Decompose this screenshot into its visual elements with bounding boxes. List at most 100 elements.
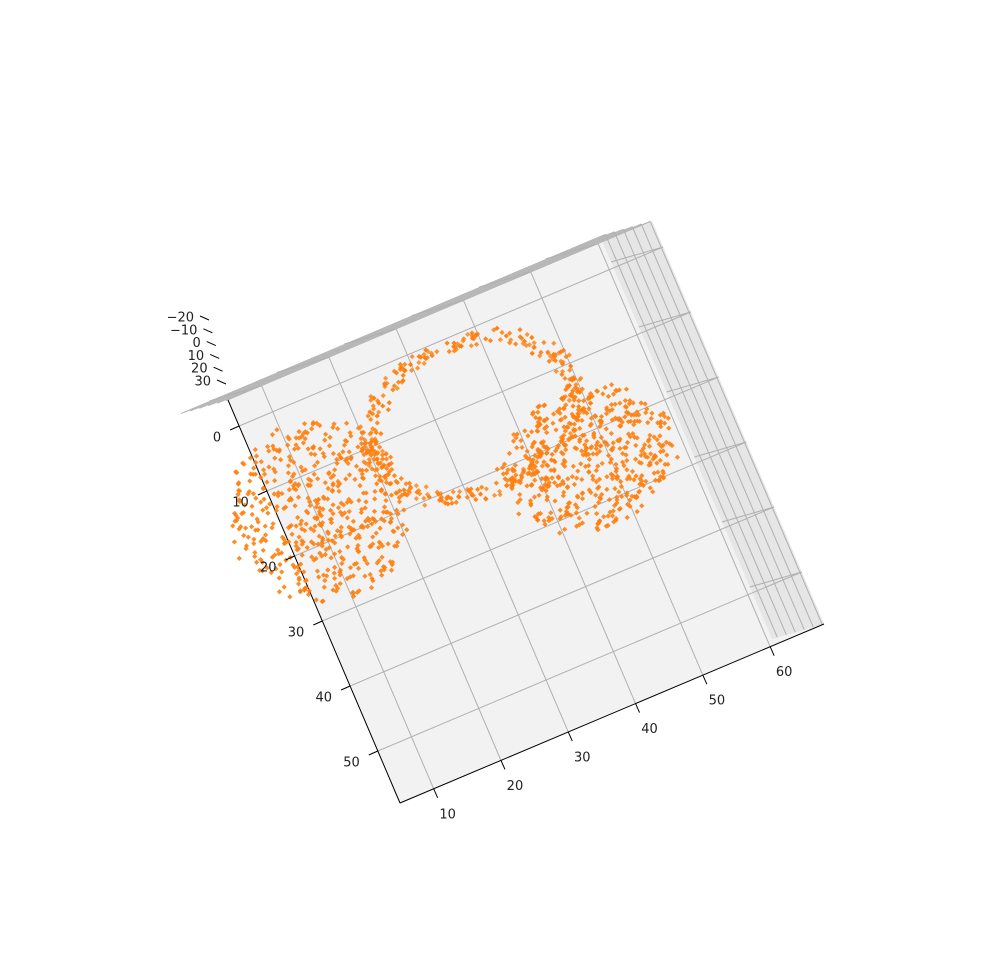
- scatter-point: [281, 540, 287, 547]
- scatter-point: [434, 489, 440, 495]
- scatter-point: [597, 518, 603, 524]
- scatter-point: [391, 473, 398, 479]
- scatter-point: [631, 421, 637, 428]
- scatter-point: [281, 584, 287, 590]
- scatter-point: [401, 487, 407, 493]
- grid-y-side: [749, 571, 802, 588]
- scatter-point: [617, 400, 623, 406]
- scatter-point: [251, 536, 257, 542]
- scatter-point: [279, 569, 285, 575]
- scatter-point: [593, 492, 599, 498]
- scatter-point: [325, 496, 331, 502]
- scatter-point: [506, 450, 513, 457]
- scatter-point: [608, 456, 614, 462]
- scatter-point: [358, 509, 364, 516]
- scatter-point: [368, 585, 375, 591]
- scatter-point: [306, 588, 312, 594]
- scatter-point: [305, 495, 311, 501]
- scatter-point: [302, 586, 308, 592]
- scatter-point: [573, 523, 580, 529]
- scatter-point: [257, 567, 263, 574]
- scatter-point: [291, 485, 297, 492]
- scatter-point: [605, 393, 612, 399]
- scatter-point: [346, 524, 352, 530]
- scatter-point: [565, 424, 571, 431]
- scatter-point: [338, 534, 345, 540]
- scatter-point: [340, 556, 347, 562]
- scatter-point: [517, 334, 523, 340]
- scatter-point: [287, 457, 294, 463]
- scatter-point: [372, 496, 378, 502]
- scatter-point: [334, 460, 340, 467]
- z-tick-mark: [209, 353, 220, 359]
- scatter-point: [260, 507, 266, 513]
- scatter-point: [574, 505, 580, 511]
- scatter-point: [557, 410, 563, 416]
- scatter-point: [399, 522, 406, 528]
- scatter-point: [247, 455, 254, 461]
- scatter-point: [364, 560, 370, 567]
- grid-z-side: [631, 226, 805, 630]
- scatter-point: [383, 465, 390, 471]
- scatter-point: [591, 432, 597, 438]
- y-tick-label: 10: [232, 496, 249, 511]
- scatter-point: [379, 543, 386, 549]
- scatter-point: [605, 513, 611, 519]
- y-tick-label: 30: [288, 626, 305, 641]
- scatter-point: [536, 492, 542, 498]
- scatter-point: [634, 409, 640, 415]
- scatter-point: [372, 488, 378, 495]
- scatter-point: [511, 432, 517, 438]
- scatter-point: [311, 557, 317, 563]
- scatter-point: [562, 428, 569, 434]
- scatter-point: [592, 503, 598, 510]
- scatter-point: [565, 384, 571, 390]
- scatter-point: [560, 493, 566, 499]
- scatter-point: [389, 561, 395, 568]
- scatter-point: [366, 463, 372, 469]
- scatter-point: [539, 440, 545, 446]
- scatter-point: [648, 451, 654, 457]
- scatter-point: [361, 459, 367, 465]
- scatter-point: [275, 490, 281, 496]
- scatter-point: [312, 523, 318, 529]
- scatter-point: [370, 534, 376, 540]
- scatter-point: [249, 511, 255, 518]
- scatter-point: [638, 452, 644, 458]
- scatter-point: [568, 435, 574, 441]
- scatter-point: [320, 494, 327, 500]
- scatter-point: [424, 491, 431, 498]
- scatter-point: [550, 420, 556, 426]
- scatter-point: [397, 361, 403, 368]
- scatter-point: [378, 516, 385, 522]
- scatter-point: [542, 444, 548, 451]
- scatter-point: [505, 467, 511, 473]
- scatter-point: [383, 375, 389, 381]
- scatter-point: [537, 353, 543, 359]
- scatter-point: [266, 464, 272, 470]
- scatter-point: [426, 494, 432, 500]
- grid-z-back: [226, 221, 651, 401]
- scatter-point: [356, 532, 362, 538]
- scatter-point: [545, 463, 551, 469]
- scatter-point: [451, 348, 457, 354]
- scatter-point: [236, 555, 242, 561]
- scatter-point: [619, 493, 625, 500]
- grid-y-side: [694, 441, 747, 458]
- scatter-point: [669, 442, 675, 449]
- scatter-point: [572, 433, 578, 439]
- scatter-point: [379, 554, 385, 560]
- scatter-point: [353, 463, 360, 469]
- scatter-point: [418, 354, 424, 360]
- scatter-point: [654, 460, 660, 466]
- scatter-point: [286, 436, 292, 442]
- scatter-point: [535, 404, 541, 410]
- scatter-point: [628, 412, 635, 418]
- scatter-point: [372, 427, 378, 433]
- scatter-point: [429, 352, 435, 359]
- scatter-point: [620, 450, 626, 457]
- scatter-point: [557, 507, 563, 513]
- scatter-point: [348, 454, 354, 460]
- scatter-point: [242, 502, 248, 508]
- scatter-point: [544, 497, 550, 503]
